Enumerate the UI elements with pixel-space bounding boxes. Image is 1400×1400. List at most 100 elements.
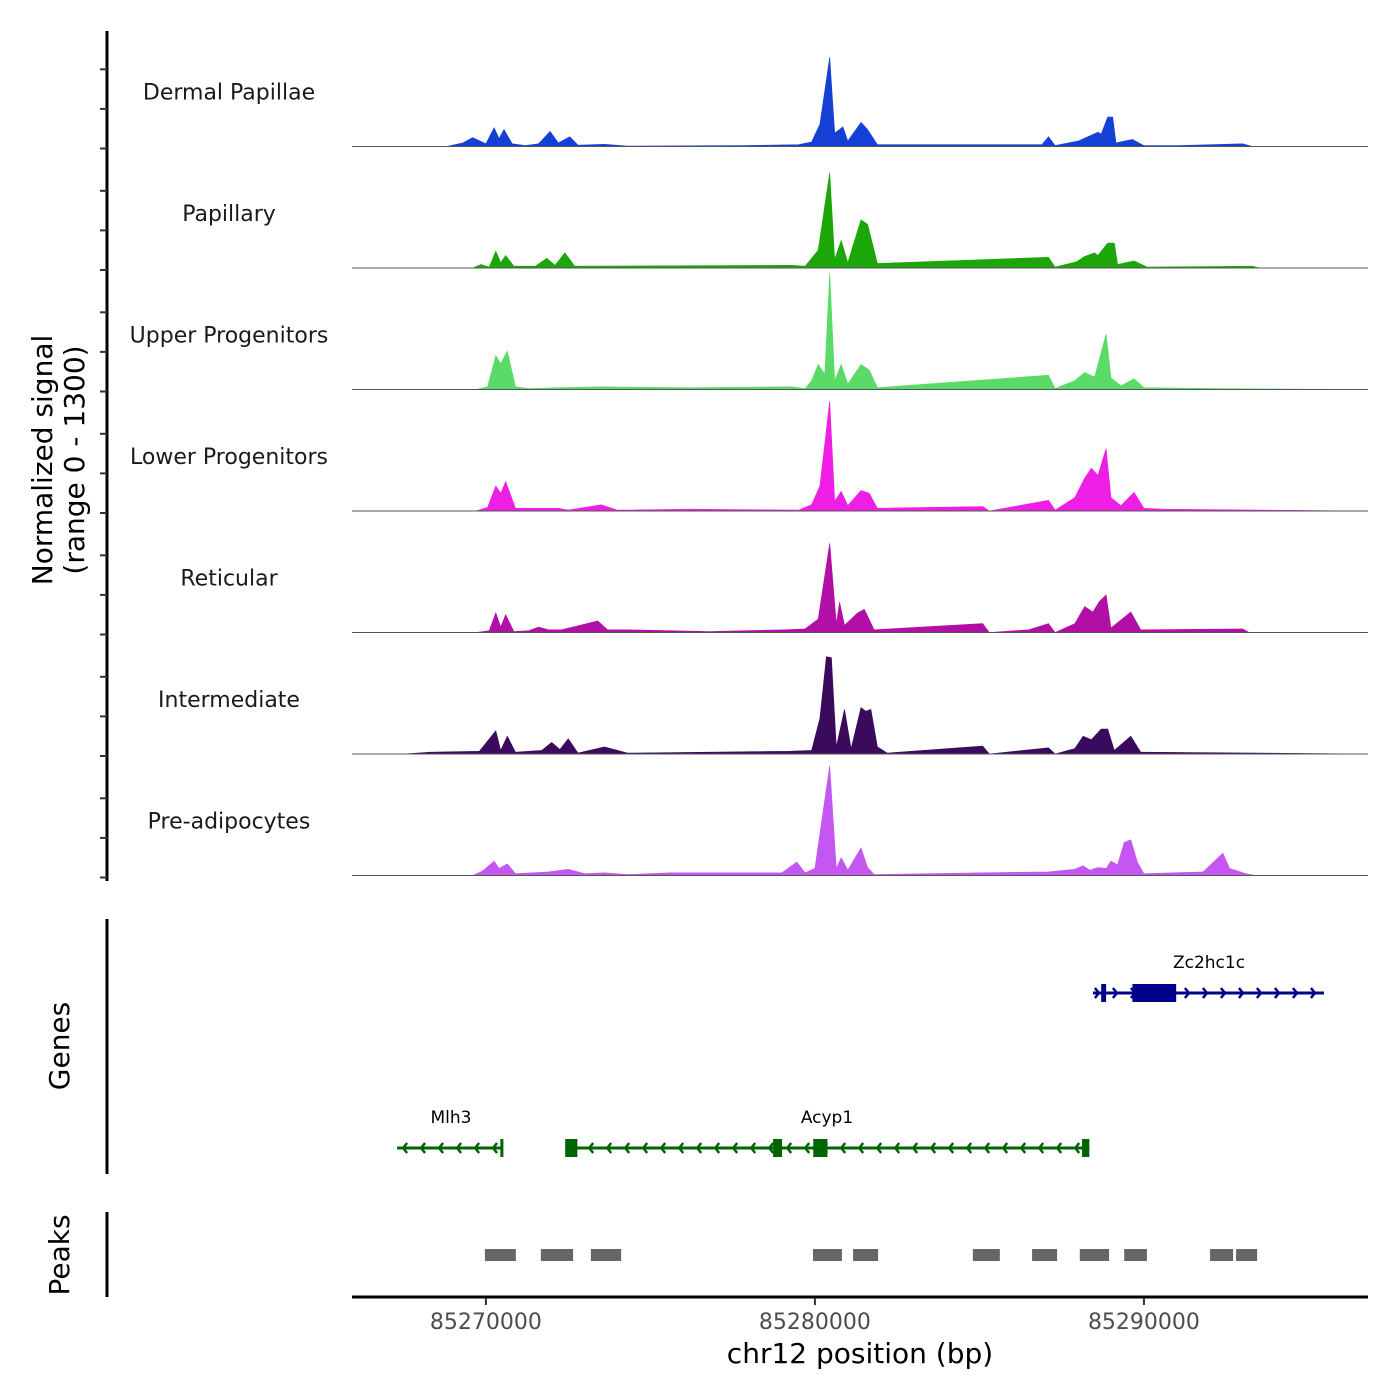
gene-label: Mlh3 (431, 1108, 472, 1128)
gene-zc2hc1c: Zc2hc1c (1092, 953, 1324, 1002)
strand-arrow-icon (983, 1142, 991, 1154)
signal-y-axis-subtitle: (range 0 - 1300) (58, 345, 91, 574)
signal-y-axis (100, 31, 109, 881)
strand-arrow-icon (875, 1142, 883, 1154)
signal-y-axis-title: Normalized signal (26, 335, 59, 586)
peak-region (853, 1249, 879, 1261)
strand-arrow-icon (1111, 987, 1119, 999)
signal-area (352, 543, 1368, 633)
exon (813, 1139, 828, 1157)
gene-label: Zc2hc1c (1173, 953, 1245, 973)
strand-arrow-icon (1055, 1142, 1063, 1154)
track-upper-progenitors: Upper Progenitors (130, 272, 1369, 390)
strand-arrow-icon (1037, 1142, 1045, 1154)
x-axis-ticks: 85270000 85280000 85290000 (430, 1298, 1200, 1335)
track-pre-adipocytes: Pre-adipocytes (148, 765, 1368, 876)
strand-arrow-icon (677, 1142, 685, 1154)
strand-arrow-icon (1273, 987, 1281, 999)
peak-region (540, 1249, 574, 1261)
strand-arrow-icon (659, 1142, 667, 1154)
strand-arrow-icon (749, 1142, 757, 1154)
track-label: Reticular (180, 567, 278, 592)
track-label: Upper Progenitors (130, 324, 329, 349)
gene-mlh3: Mlh3 (397, 1108, 504, 1157)
strand-arrow-icon (1001, 1142, 1009, 1154)
track-label: Pre-adipocytes (148, 810, 311, 835)
peak-region (1032, 1249, 1058, 1261)
strand-arrow-icon (929, 1142, 937, 1154)
strand-arrow-icon (1073, 1142, 1081, 1154)
track-papillary: Papillary (182, 172, 1368, 269)
strand-arrow-icon (455, 1142, 463, 1154)
strand-arrow-icon (473, 1142, 481, 1154)
signal-area (352, 272, 1369, 390)
exon (1132, 984, 1177, 1002)
strand-arrow-icon (641, 1142, 649, 1154)
signal-area (352, 656, 1369, 755)
signal-area (352, 401, 1369, 512)
strand-arrow-icon (785, 1142, 793, 1154)
track-label: Lower Progenitors (130, 445, 328, 470)
peak-region (590, 1249, 622, 1261)
strand-arrow-icon (965, 1142, 973, 1154)
strand-arrow-icon (491, 1142, 499, 1154)
strand-arrow-icon (893, 1142, 901, 1154)
strand-arrow-icon (605, 1142, 613, 1154)
strand-arrow-icon (1219, 987, 1227, 999)
exon (1101, 984, 1107, 1002)
track-dermal-papillae: Dermal Papillae (143, 57, 1368, 147)
strand-arrow-icon (437, 1142, 445, 1154)
gene-label: Acyp1 (801, 1108, 853, 1128)
exon (1082, 1139, 1090, 1157)
peak-region (1079, 1249, 1110, 1261)
peak-region (1210, 1249, 1234, 1261)
genes-track: Zc2hc1c Mlh3 Acyp1 (397, 953, 1324, 1157)
exon (773, 1139, 783, 1157)
signal-tracks: Dermal Papillae Papillary Upper Progenitor… (130, 57, 1369, 876)
strand-arrow-icon (731, 1142, 739, 1154)
exon (500, 1139, 504, 1157)
strand-arrow-icon (587, 1142, 595, 1154)
strand-arrow-icon (947, 1142, 955, 1154)
peaks-track-label: Peaks (43, 1214, 76, 1295)
strand-arrow-icon (767, 1142, 775, 1154)
x-tick-label: 85270000 (430, 1310, 542, 1335)
track-reticular: Reticular (180, 543, 1368, 633)
signal-y-ticks (100, 68, 107, 879)
strand-arrow-icon (695, 1142, 703, 1154)
strand-arrow-icon (1291, 987, 1299, 999)
gene-acyp1: Acyp1 (565, 1108, 1090, 1157)
x-tick-label: 85280000 (759, 1310, 871, 1335)
peaks-track (484, 1249, 1258, 1261)
strand-arrow-icon (401, 1142, 409, 1154)
strand-arrow-icon (623, 1142, 631, 1154)
strand-arrow-icon (857, 1142, 865, 1154)
peak-region (972, 1249, 1000, 1261)
strand-arrow-icon (1255, 987, 1263, 999)
genes-track-label: Genes (43, 1002, 76, 1090)
signal-area (352, 57, 1368, 147)
signal-area (352, 765, 1368, 876)
strand-arrow-icon (1093, 987, 1101, 999)
strand-arrow-icon (1201, 987, 1209, 999)
track-label: Dermal Papillae (143, 81, 315, 106)
peak-region (812, 1249, 842, 1261)
strand-arrow-icon (839, 1142, 847, 1154)
track-label: Intermediate (158, 688, 300, 713)
strand-arrow-icon (713, 1142, 721, 1154)
exon (565, 1139, 578, 1157)
signal-area (352, 172, 1368, 269)
strand-arrow-icon (1309, 987, 1317, 999)
track-intermediate: Intermediate (158, 656, 1369, 755)
peak-region (1124, 1249, 1147, 1261)
x-tick-label: 85290000 (1088, 1310, 1200, 1335)
strand-arrow-icon (1237, 987, 1245, 999)
peak-region (1236, 1249, 1258, 1261)
strand-arrow-icon (1183, 987, 1191, 999)
peak-region (484, 1249, 516, 1261)
strand-arrow-icon (419, 1142, 427, 1154)
track-label: Papillary (182, 202, 276, 227)
track-lower-progenitors: Lower Progenitors (130, 401, 1369, 512)
strand-arrow-icon (1019, 1142, 1027, 1154)
